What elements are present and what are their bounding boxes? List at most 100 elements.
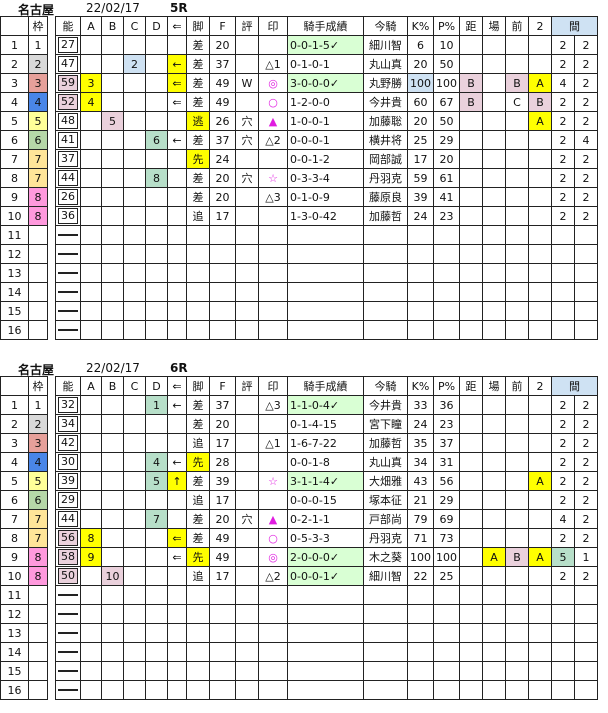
cell-arr[interactable] — [167, 263, 187, 283]
cell-n[interactable]: 4 — [0, 452, 29, 472]
cell-F[interactable]: 20 — [209, 35, 236, 55]
cell-ni[interactable] — [528, 566, 552, 586]
cell-kishu[interactable] — [363, 585, 408, 605]
cell-ba[interactable] — [482, 585, 506, 605]
cell-ba[interactable] — [482, 206, 506, 226]
cell-P[interactable]: 10 — [433, 35, 460, 55]
cell-hyo[interactable] — [235, 282, 259, 302]
cell-F[interactable]: 26 — [209, 111, 236, 131]
cell-arr[interactable]: ⇐ — [167, 528, 187, 548]
cell-arr[interactable]: ← — [167, 130, 187, 150]
ability-cell[interactable]: 37 — [55, 149, 81, 169]
cell-k1[interactable]: 2 — [551, 395, 575, 415]
cell-ni[interactable] — [528, 263, 552, 283]
cell-hyo[interactable]: W — [235, 73, 259, 93]
cell-hyo[interactable]: 穴 — [235, 130, 259, 150]
cell-A[interactable] — [80, 471, 102, 491]
cell-shi[interactable]: ☆ — [258, 471, 288, 491]
cell-F[interactable] — [209, 244, 236, 264]
cell-ba[interactable] — [482, 35, 506, 55]
cell-ba[interactable] — [482, 471, 506, 491]
cell-kyori[interactable] — [459, 263, 483, 283]
cell-A[interactable] — [80, 452, 102, 472]
cell-ni[interactable] — [528, 680, 552, 700]
cell-F[interactable]: 49 — [209, 73, 236, 93]
ability-cell[interactable]: 44 — [55, 509, 81, 529]
cell-arr[interactable]: ⇐ — [167, 92, 187, 112]
cell-arr[interactable]: ← — [167, 54, 187, 74]
cell-K[interactable] — [407, 604, 434, 624]
cell-shi[interactable]: ○ — [258, 92, 288, 112]
cell-K[interactable] — [407, 585, 434, 605]
cell-F[interactable]: 37 — [209, 54, 236, 74]
cell-w[interactable] — [28, 225, 48, 245]
cell-A[interactable] — [80, 111, 102, 131]
ability-cell[interactable] — [55, 585, 81, 605]
cell-mae[interactable] — [505, 452, 529, 472]
cell-D[interactable] — [145, 187, 168, 207]
cell-F[interactable]: 17 — [209, 490, 236, 510]
cell-A[interactable] — [80, 490, 102, 510]
cell-ba[interactable] — [482, 187, 506, 207]
cell-A[interactable] — [80, 604, 102, 624]
cell-ni[interactable] — [528, 54, 552, 74]
cell-ba[interactable]: A — [482, 547, 506, 567]
cell-k1[interactable]: 2 — [551, 130, 575, 150]
cell-B[interactable] — [101, 433, 124, 453]
cell-P[interactable] — [433, 225, 460, 245]
cell-mae[interactable] — [505, 54, 529, 74]
cell-ni[interactable] — [528, 225, 552, 245]
ability-cell[interactable]: 39 — [55, 471, 81, 491]
cell-D[interactable]: 7 — [145, 509, 168, 529]
cell-n[interactable]: 11 — [0, 585, 29, 605]
cell-k1[interactable]: 2 — [551, 566, 575, 586]
cell-k1[interactable] — [551, 642, 575, 662]
cell-kyaku[interactable]: 差 — [186, 73, 210, 93]
cell-kyaku[interactable]: 逃 — [186, 111, 210, 131]
cell-ni[interactable] — [528, 168, 552, 188]
cell-C[interactable] — [123, 547, 146, 567]
cell-K[interactable]: 100 — [407, 547, 434, 567]
cell-n[interactable]: 8 — [0, 168, 29, 188]
cell-kishu[interactable]: 宮下瞳 — [363, 414, 408, 434]
cell-B[interactable] — [101, 92, 124, 112]
cell-mae[interactable]: C — [505, 92, 529, 112]
cell-k1[interactable] — [551, 680, 575, 700]
cell-mae[interactable]: B — [505, 73, 529, 93]
cell-C[interactable] — [123, 623, 146, 643]
cell-n[interactable]: 7 — [0, 149, 29, 169]
ability-cell[interactable]: 50 — [55, 566, 81, 586]
cell-F[interactable]: 49 — [209, 547, 236, 567]
cell-w[interactable] — [28, 301, 48, 321]
cell-w[interactable]: 8 — [28, 566, 48, 586]
cell-F[interactable] — [209, 320, 236, 340]
cell-ni[interactable] — [528, 320, 552, 340]
cell-hyo[interactable] — [235, 301, 259, 321]
cell-k2[interactable]: 2 — [574, 54, 598, 74]
cell-ni[interactable] — [528, 661, 552, 681]
ability-cell[interactable]: 34 — [55, 414, 81, 434]
cell-kyaku[interactable] — [186, 680, 210, 700]
cell-sei[interactable]: 3-1-1-4✓ — [287, 471, 364, 491]
cell-kyaku[interactable]: 差 — [186, 187, 210, 207]
cell-kyaku[interactable]: 差 — [186, 528, 210, 548]
cell-n[interactable]: 12 — [0, 244, 29, 264]
cell-kyori[interactable] — [459, 225, 483, 245]
cell-kishu[interactable]: 今井貴 — [363, 395, 408, 415]
cell-sei[interactable]: 0-1-0-1 — [287, 54, 364, 74]
cell-P[interactable]: 23 — [433, 206, 460, 226]
cell-ba[interactable] — [482, 604, 506, 624]
cell-ni[interactable] — [528, 585, 552, 605]
cell-w[interactable]: 3 — [28, 73, 48, 93]
cell-hyo[interactable]: 穴 — [235, 111, 259, 131]
cell-w[interactable]: 8 — [28, 547, 48, 567]
cell-k1[interactable]: 2 — [551, 92, 575, 112]
cell-B[interactable] — [101, 168, 124, 188]
cell-ba[interactable] — [482, 680, 506, 700]
cell-kyori[interactable] — [459, 585, 483, 605]
cell-C[interactable] — [123, 509, 146, 529]
cell-C[interactable] — [123, 73, 146, 93]
cell-mae[interactable]: B — [505, 547, 529, 567]
cell-P[interactable] — [433, 320, 460, 340]
ability-cell[interactable] — [55, 244, 81, 264]
